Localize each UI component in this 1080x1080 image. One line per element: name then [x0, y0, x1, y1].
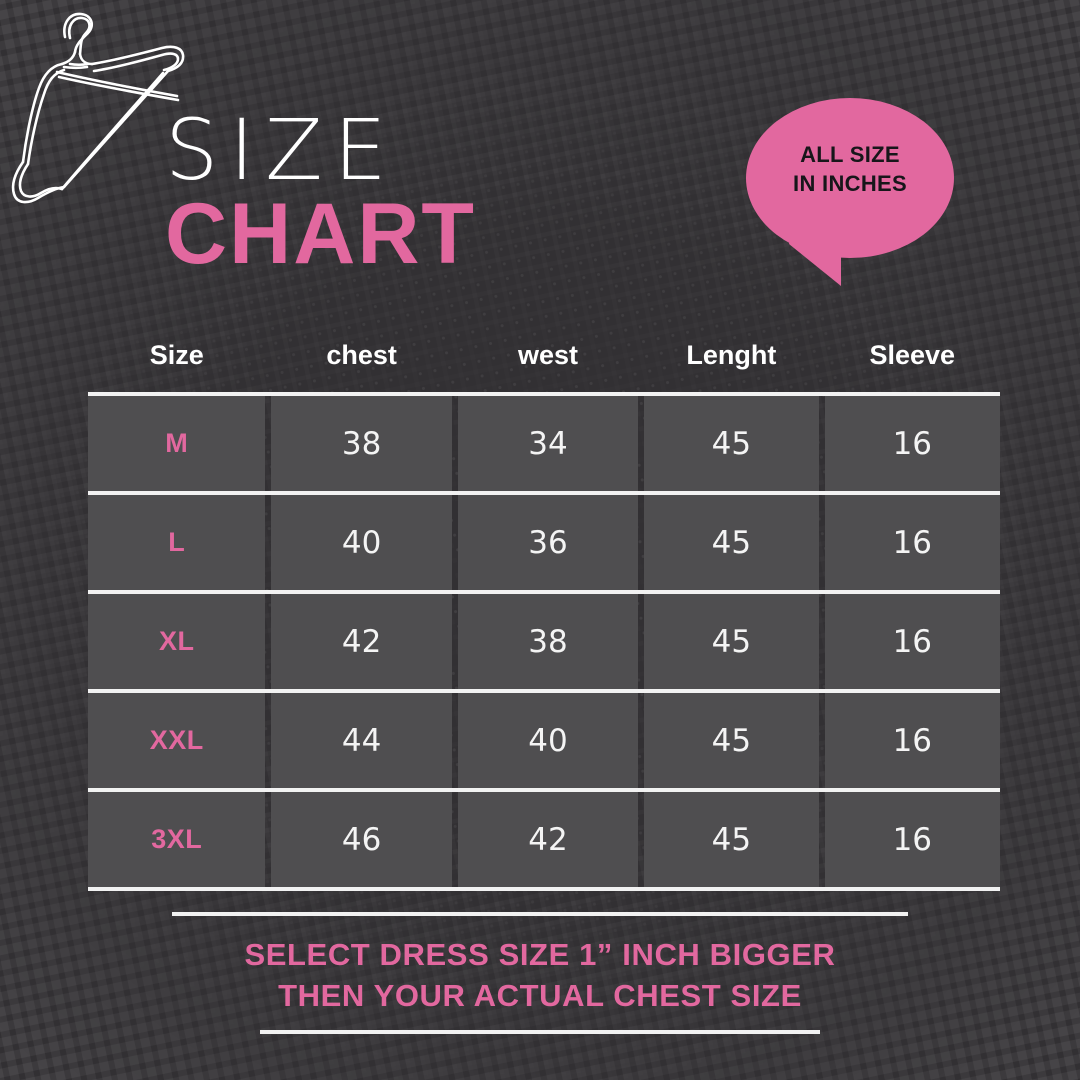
clothes-hanger-icon: [11, 12, 185, 204]
badge-label: ALL SIZE IN INCHES: [793, 142, 907, 197]
cell-sleeve-value: 16: [892, 623, 933, 660]
cell-size: 3XL: [88, 792, 266, 887]
cell-sleeve: 16: [824, 396, 1000, 491]
cell-size-label: XXL: [149, 725, 204, 755]
table-header-row: Size chest west Lenght Sleeve: [88, 318, 1000, 392]
cell-chest: 40: [271, 495, 452, 590]
cell-lenght: 45: [644, 495, 819, 590]
column-header-size-label: Size: [149, 339, 204, 370]
cell-west-value: 34: [528, 425, 568, 462]
column-header-west: west: [458, 340, 638, 371]
cell-west-value: 38: [528, 623, 568, 660]
column-header-size: Size: [88, 340, 265, 371]
cell-sleeve-value: 16: [892, 425, 933, 462]
cell-size: L: [88, 495, 266, 590]
cell-lenght: 45: [644, 594, 819, 689]
table-row: XXL 44 40 45 16: [88, 693, 1000, 792]
cell-lenght-value: 45: [711, 821, 752, 858]
all-size-in-inches-badge: ALL SIZE IN INCHES: [745, 96, 955, 296]
size-chart-table: Size chest west Lenght Sleeve M 38 34 45…: [88, 318, 1000, 891]
cell-west: 38: [457, 594, 639, 689]
cell-size: XXL: [88, 693, 266, 788]
cell-west-value: 36: [528, 524, 568, 561]
cell-size-label: L: [168, 527, 186, 557]
cell-west-value: 40: [528, 722, 568, 759]
cell-west-value: 42: [528, 821, 568, 858]
cell-sleeve: 16: [824, 495, 1000, 590]
cell-chest-value: 42: [341, 623, 382, 660]
cell-chest-value: 46: [341, 821, 382, 858]
cell-lenght-value: 45: [711, 524, 752, 561]
cell-lenght-value: 45: [711, 425, 752, 462]
cell-lenght-value: 45: [711, 722, 752, 759]
footer-note: SELECT DRESS SIZE 1” INCH BIGGER THEN YO…: [0, 912, 1080, 1035]
title-line-size: SIZE: [165, 101, 398, 199]
speech-bubble-icon: [746, 98, 954, 286]
cell-chest: 38: [271, 396, 452, 491]
cell-lenght: 45: [644, 693, 819, 788]
cell-sleeve: 16: [824, 594, 1000, 689]
cell-size-label: XL: [158, 626, 195, 656]
cell-chest-value: 38: [341, 425, 382, 462]
table-body: M 38 34 45 16 L 40 36 45 16 XL 42 38 45 …: [88, 392, 1000, 891]
column-header-lenght-label: Lenght: [686, 339, 777, 370]
cell-sleeve-value: 16: [892, 722, 933, 759]
cell-chest-value: 44: [341, 722, 382, 759]
cell-lenght-value: 45: [711, 623, 752, 660]
cell-size: XL: [88, 594, 266, 689]
table-row: 3XL 46 42 45 16: [88, 792, 1000, 887]
cell-size-label: 3XL: [151, 824, 203, 854]
cell-chest-value: 40: [341, 524, 382, 561]
cell-sleeve: 16: [824, 693, 1000, 788]
footer-divider-bottom: [260, 1030, 820, 1035]
column-header-chest: chest: [271, 340, 451, 371]
title-line-chart: CHART: [165, 186, 476, 283]
cell-west: 40: [457, 693, 639, 788]
cell-sleeve-value: 16: [892, 821, 933, 858]
cell-chest: 44: [271, 693, 452, 788]
cell-sleeve-value: 16: [892, 524, 933, 561]
column-header-sleeve-label: Sleeve: [869, 339, 956, 370]
footer-note-text: SELECT DRESS SIZE 1” INCH BIGGER THEN YO…: [244, 937, 836, 1014]
cell-chest: 42: [271, 594, 452, 689]
page-title: SIZE CHART: [165, 101, 476, 283]
cell-chest: 46: [271, 792, 452, 887]
column-header-lenght: Lenght: [644, 340, 818, 371]
column-header-sleeve: Sleeve: [825, 340, 1000, 371]
cell-lenght: 45: [644, 396, 819, 491]
footer-divider-top: [172, 912, 908, 916]
table-row: M 38 34 45 16: [88, 396, 1000, 495]
column-header-chest-label: chest: [326, 339, 397, 370]
cell-size: M: [88, 396, 266, 491]
cell-size-label: M: [165, 428, 189, 458]
cell-west: 36: [457, 495, 639, 590]
column-header-west-label: west: [517, 339, 578, 370]
cell-west: 34: [457, 396, 639, 491]
table-row: XL 42 38 45 16: [88, 594, 1000, 693]
cell-lenght: 45: [644, 792, 819, 887]
cell-west: 42: [457, 792, 639, 887]
cell-sleeve: 16: [824, 792, 1000, 887]
table-row: L 40 36 45 16: [88, 495, 1000, 594]
